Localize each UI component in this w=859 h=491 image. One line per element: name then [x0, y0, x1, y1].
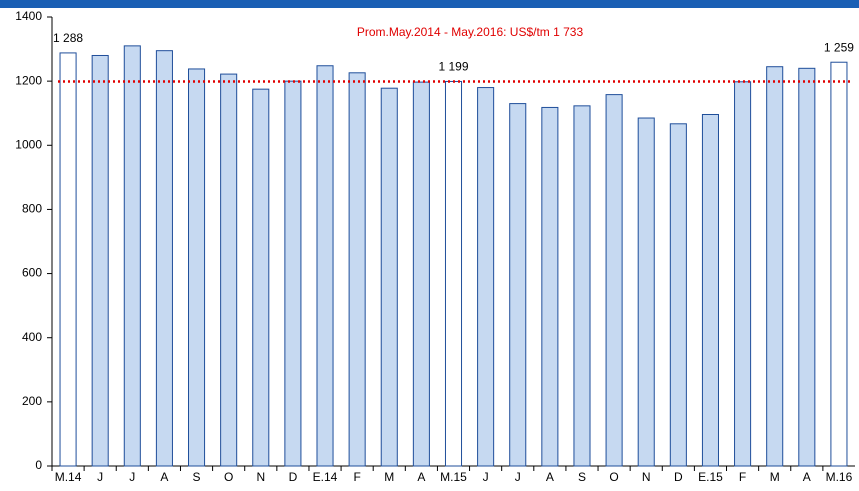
- bar: [91, 54, 109, 467]
- bar: [123, 45, 141, 467]
- bar: [766, 66, 784, 467]
- bar: [605, 94, 623, 467]
- x-tick-label: M.15: [440, 470, 467, 484]
- x-tick-label: A: [546, 470, 554, 484]
- x-tick-label: D: [674, 470, 683, 484]
- bar: [637, 117, 655, 467]
- bar: [155, 50, 173, 467]
- bar: [188, 68, 206, 467]
- annotation: Prom.May.2014 - May.2016: US$/tm 1 733: [357, 25, 584, 39]
- x-tick-label: S: [578, 470, 586, 484]
- x-tick-label: F: [739, 470, 746, 484]
- x-tick-label: A: [803, 470, 811, 484]
- bar: [444, 80, 463, 467]
- header-band: [0, 0, 859, 8]
- bar: [701, 113, 719, 467]
- bar: [380, 87, 398, 467]
- value-label: 1 288: [53, 31, 83, 45]
- y-tick-label: 400: [22, 330, 42, 344]
- y-tick-label: 200: [22, 394, 42, 408]
- y-tick-label: 1200: [15, 73, 42, 87]
- x-tick-label: A: [160, 470, 168, 484]
- x-tick-label: O: [224, 470, 233, 484]
- value-label: 1 259: [824, 40, 854, 54]
- bar: [734, 81, 752, 467]
- bar: [284, 80, 302, 467]
- bar: [316, 65, 334, 467]
- y-tick-label: 600: [22, 266, 42, 280]
- x-tick-label: F: [353, 470, 360, 484]
- bar: [669, 123, 687, 467]
- bar: [348, 72, 366, 467]
- y-tick-label: 1400: [15, 9, 42, 23]
- bar: [59, 52, 77, 467]
- bar: [220, 73, 238, 467]
- bar: [412, 81, 430, 467]
- x-tick-label: E.15: [698, 470, 723, 484]
- bar: [798, 67, 816, 467]
- y-tick-label: 1000: [15, 137, 42, 151]
- bar: [573, 105, 591, 467]
- bar: [509, 103, 527, 467]
- bar: [477, 87, 495, 467]
- x-tick-label: N: [642, 470, 651, 484]
- x-tick-label: J: [483, 470, 489, 484]
- x-tick-label: J: [97, 470, 103, 484]
- x-tick-label: O: [609, 470, 618, 484]
- x-tick-label: J: [129, 470, 135, 484]
- bar: [252, 88, 270, 467]
- x-tick-label: J: [515, 470, 521, 484]
- x-tick-label: S: [193, 470, 201, 484]
- y-tick-label: 0: [35, 458, 42, 472]
- x-tick-label: M: [770, 470, 780, 484]
- x-tick-label: D: [289, 470, 298, 484]
- x-tick-label: M.14: [55, 470, 82, 484]
- x-tick-label: M.16: [826, 470, 853, 484]
- x-tick-label: E.14: [313, 470, 338, 484]
- x-tick-label: M: [384, 470, 394, 484]
- bar: [830, 61, 848, 467]
- x-tick-label: N: [256, 470, 265, 484]
- y-tick-label: 800: [22, 202, 42, 216]
- value-label: 1 199: [438, 60, 468, 74]
- x-tick-label: A: [417, 470, 425, 484]
- bar: [541, 106, 559, 467]
